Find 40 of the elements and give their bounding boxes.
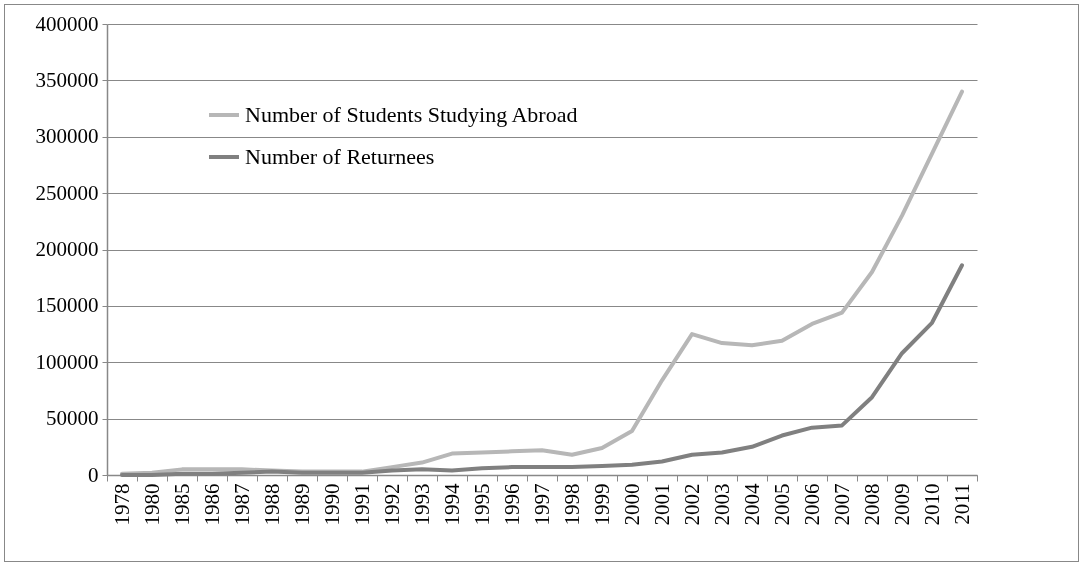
x-tick-label: 2007 <box>829 483 854 526</box>
y-tick-label: 300000 <box>35 124 99 149</box>
y-tick-label: 400000 <box>35 11 99 36</box>
y-tick-label: 150000 <box>35 293 99 318</box>
x-tick-label: 1992 <box>379 483 404 526</box>
x-tick-label: 1994 <box>439 483 464 526</box>
legend-label: Number of Students Studying Abroad <box>245 102 578 127</box>
x-tick-label: 2009 <box>889 483 914 526</box>
x-tick-label: 1995 <box>469 483 494 526</box>
x-tick-label: 1999 <box>589 483 614 526</box>
x-tick-label: 2004 <box>739 483 764 526</box>
x-tick-label: 2000 <box>619 483 644 526</box>
x-tick-label: 2003 <box>709 483 734 526</box>
x-tick-label: 2006 <box>799 483 824 526</box>
x-tick-label: 1996 <box>499 483 524 526</box>
x-tick-label: 1990 <box>319 483 344 526</box>
x-tick-label: 1986 <box>199 483 224 526</box>
x-tick-label: 1997 <box>529 483 554 526</box>
y-tick-label: 0 <box>88 462 99 487</box>
x-tick-label: 2008 <box>859 483 884 526</box>
y-tick-label: 100000 <box>35 349 99 374</box>
x-tick-label: 2011 <box>949 483 974 525</box>
x-tick-label: 1993 <box>409 483 434 526</box>
x-tick-label: 1988 <box>259 483 284 526</box>
x-tick-label: 1998 <box>559 483 584 526</box>
x-tick-label: 2002 <box>679 483 704 526</box>
y-tick-label: 200000 <box>35 237 99 261</box>
x-tick-label: 1989 <box>289 483 314 526</box>
x-tick-label: 2005 <box>769 483 794 526</box>
x-tick-label: 1978 <box>109 483 134 526</box>
y-tick-label: 250000 <box>35 180 99 205</box>
x-tick-label: 1980 <box>139 483 164 526</box>
y-tick-label: 350000 <box>35 67 99 92</box>
legend-label: Number of Returnees <box>245 144 435 169</box>
x-tick-label: 2001 <box>649 483 674 526</box>
y-tick-label: 50000 <box>46 406 99 431</box>
x-tick-label: 2010 <box>919 483 944 526</box>
x-tick-label: 1987 <box>229 483 254 526</box>
x-tick-label: 1991 <box>349 483 374 526</box>
x-tick-label: 1985 <box>169 483 194 526</box>
